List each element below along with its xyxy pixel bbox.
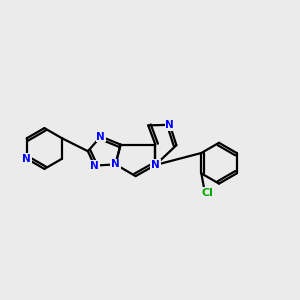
Text: N: N <box>165 120 174 130</box>
Text: Cl: Cl <box>201 188 213 198</box>
Text: N: N <box>22 154 31 164</box>
Text: N: N <box>151 160 160 170</box>
Text: N: N <box>90 160 99 171</box>
Text: N: N <box>111 159 120 170</box>
Text: N: N <box>111 159 120 170</box>
Text: N: N <box>96 131 105 142</box>
Text: N: N <box>151 160 160 170</box>
